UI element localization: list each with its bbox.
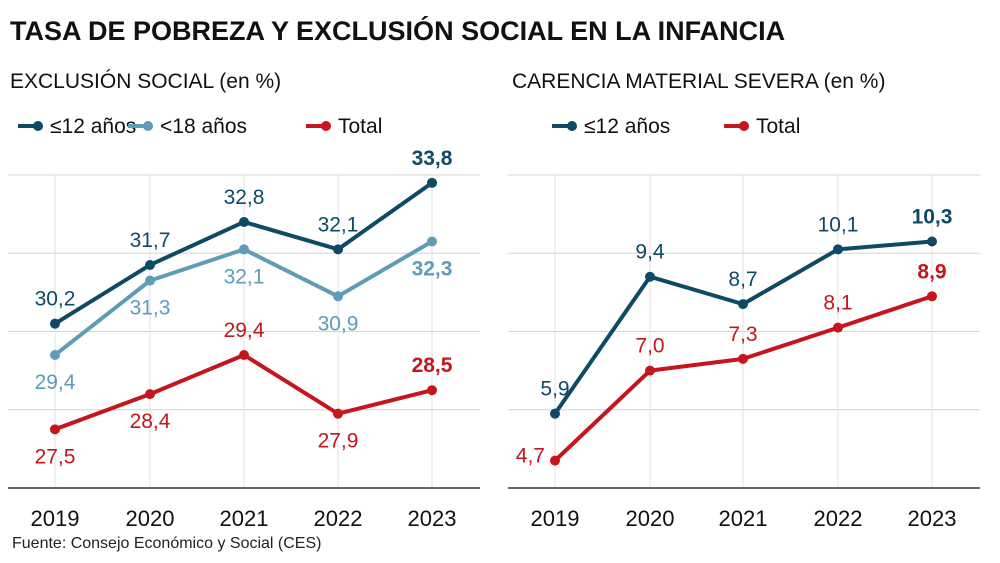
data-label: 8,9 (917, 260, 946, 283)
legend-marker (143, 121, 153, 131)
data-point (50, 349, 60, 360)
x-tick-label: 2022 (814, 506, 863, 531)
data-label: 27,9 (318, 430, 359, 453)
data-point (427, 236, 437, 247)
data-label: 33,8 (412, 147, 453, 170)
data-label: 29,4 (224, 319, 265, 342)
legend-marker (321, 121, 331, 131)
panel-title-text: EXCLUSIÓN SOCIAL (10, 70, 219, 93)
data-point (50, 318, 60, 329)
data-point (550, 455, 560, 466)
x-tick-label: 2020 (626, 506, 675, 531)
x-tick-label: 2023 (908, 506, 957, 531)
data-point (645, 365, 655, 376)
data-label: 31,3 (130, 297, 171, 320)
data-label: 32,8 (224, 186, 265, 209)
x-tick-label: 2021 (220, 506, 269, 531)
data-label: 28,4 (130, 410, 171, 433)
x-tick-label: 2022 (314, 506, 363, 531)
data-point (239, 244, 249, 255)
data-point (427, 385, 437, 396)
data-label: 4,7 (516, 445, 545, 468)
legend-marker (739, 121, 749, 131)
data-point (145, 275, 155, 286)
data-label: 27,5 (35, 445, 76, 468)
data-label: 8,1 (823, 292, 852, 315)
data-point (333, 291, 343, 302)
data-point (145, 259, 155, 270)
legend-marker (33, 121, 43, 131)
legend-label: ≤12 años (584, 115, 670, 138)
data-point (738, 299, 748, 310)
data-point (333, 244, 343, 255)
x-tick-label: 2019 (531, 506, 580, 531)
data-label: 8,7 (728, 268, 757, 291)
x-tick-label: 2019 (31, 506, 80, 531)
data-label: 30,2 (35, 288, 76, 311)
data-label: 32,3 (412, 258, 453, 281)
data-point (333, 408, 343, 419)
data-label: 10,3 (912, 206, 953, 229)
data-label: 10,1 (818, 213, 859, 236)
x-tick-label: 2020 (126, 506, 175, 531)
source-note: Fuente: Consejo Económico y Social (CES) (12, 535, 321, 552)
legend-label: Total (756, 115, 800, 138)
data-point (738, 353, 748, 364)
data-point (833, 322, 843, 333)
data-label: 32,1 (224, 265, 265, 288)
legend-label: <18 años (160, 115, 247, 138)
data-label: 30,9 (318, 312, 359, 335)
data-point (927, 291, 937, 302)
panel-unit: (en %) (824, 70, 886, 93)
panel-title-text: CARENCIA MATERIAL SEVERA (512, 70, 824, 93)
data-point (145, 389, 155, 400)
data-label: 31,7 (130, 229, 171, 252)
data-point (550, 408, 560, 419)
legend-marker (567, 121, 577, 131)
data-label: 7,0 (635, 335, 664, 358)
chart-title: TASA DE POBREZA Y EXCLUSIÓN SOCIAL EN LA… (10, 15, 785, 46)
panel-title: CARENCIA MATERIAL SEVERA (en %) (512, 70, 885, 93)
data-label: 5,9 (540, 378, 569, 401)
legend-label: ≤12 años (50, 115, 136, 138)
data-label: 32,1 (318, 213, 359, 236)
x-tick-label: 2023 (408, 506, 457, 531)
data-label: 29,4 (35, 371, 76, 394)
data-point (50, 424, 60, 435)
data-label: 28,5 (412, 354, 453, 377)
panel-title: EXCLUSIÓN SOCIAL (en %) (10, 70, 281, 93)
data-label: 9,4 (635, 241, 665, 264)
x-tick-label: 2021 (719, 506, 768, 531)
data-point (833, 244, 843, 255)
panel-unit: (en %) (219, 70, 281, 93)
data-point (645, 271, 655, 282)
data-point (239, 349, 249, 360)
data-point (927, 236, 937, 247)
data-point (239, 216, 249, 227)
legend-label: Total (338, 115, 382, 138)
data-point (427, 177, 437, 188)
data-label: 7,3 (728, 323, 757, 346)
